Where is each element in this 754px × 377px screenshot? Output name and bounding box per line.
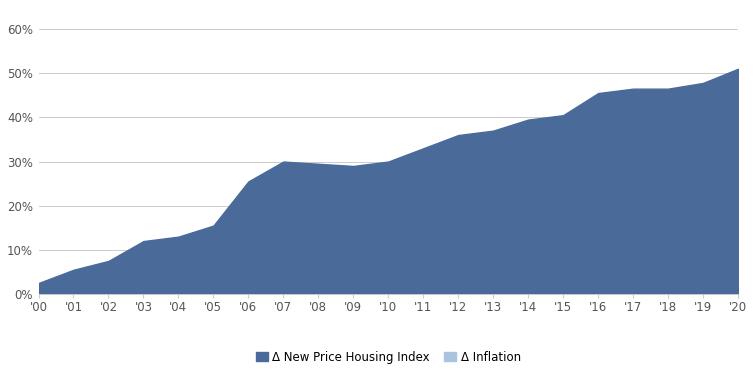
Legend: Δ New Price Housing Index, Δ Inflation: Δ New Price Housing Index, Δ Inflation: [251, 346, 526, 369]
